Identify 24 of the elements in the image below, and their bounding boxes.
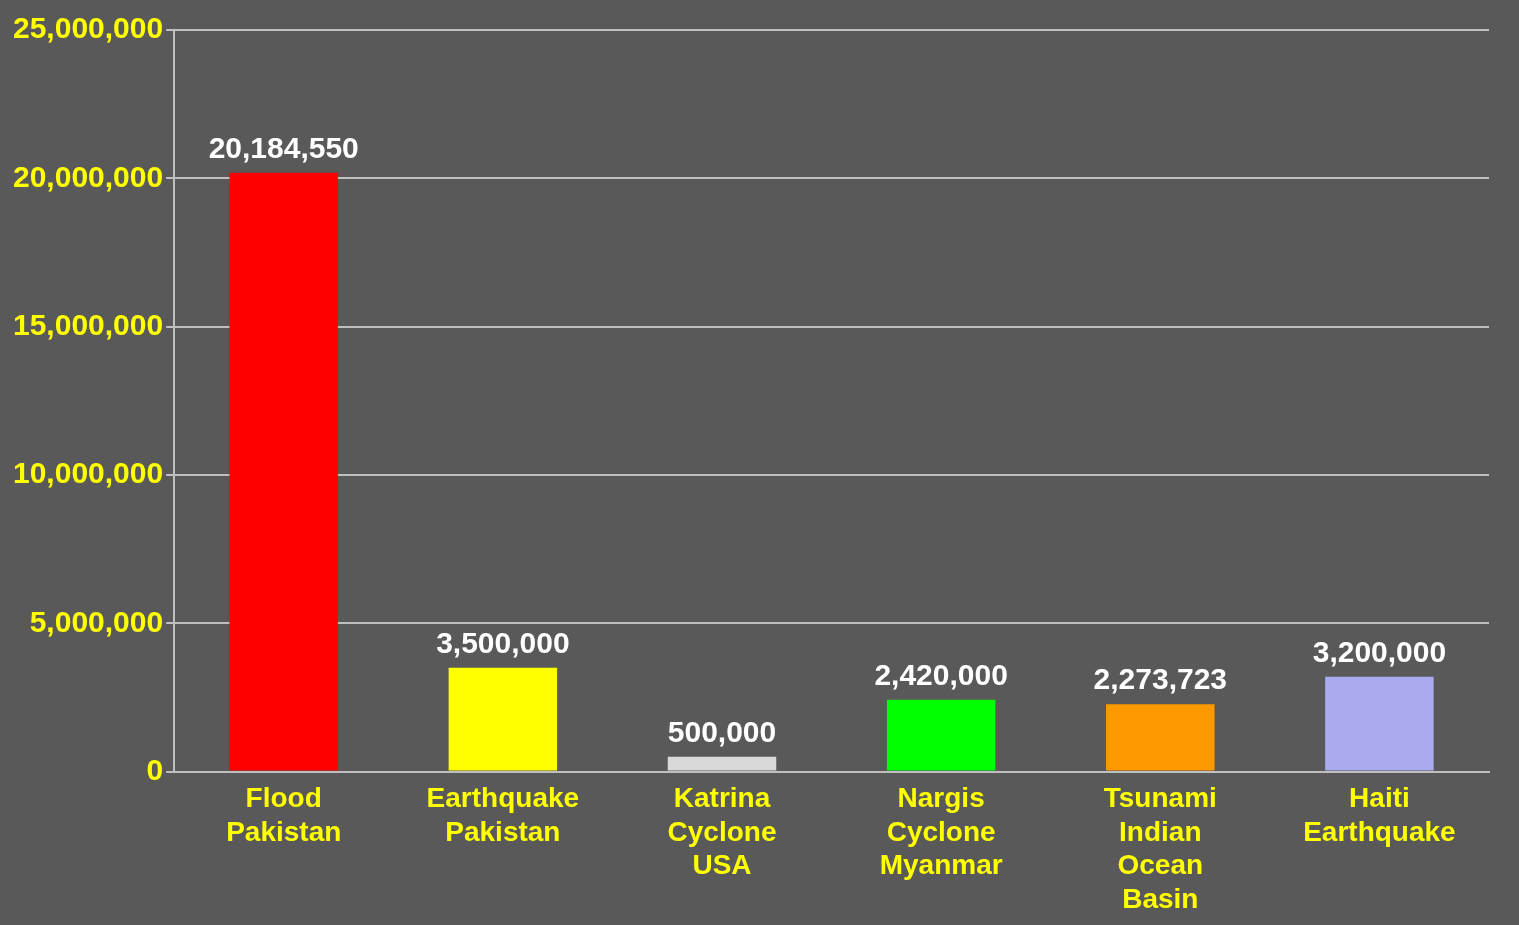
x-tick-label: Katrina Cyclone USA <box>667 782 777 881</box>
data-label: 500,000 <box>667 715 777 749</box>
x-tick-label: Tsunami Indian Ocean Basin <box>1103 782 1217 914</box>
bar <box>1106 704 1215 771</box>
x-tick-label: Earthquake Pakistan <box>426 782 580 847</box>
bar <box>448 667 558 771</box>
bar <box>1325 676 1434 771</box>
x-tick-label: Nargis Cyclone Myanmar <box>879 782 1003 881</box>
x-tick-label: Flood Pakistan <box>226 782 342 847</box>
data-label: 20,184,550 <box>208 131 359 165</box>
data-label: 2,273,723 <box>1093 662 1228 696</box>
bar <box>229 172 338 771</box>
data-label: 3,500,000 <box>436 626 570 660</box>
y-tick-label: 10,000,000 <box>12 456 164 490</box>
y-tick-label: 20,000,000 <box>12 159 164 193</box>
x-tick-label: Haiti Earthquake <box>1303 782 1456 847</box>
y-tick-label: 0 <box>146 752 164 786</box>
bar <box>886 699 996 771</box>
y-tick-label: 15,000,000 <box>12 307 164 341</box>
bar <box>667 756 777 771</box>
y-tick-label: 25,000,000 <box>12 11 164 45</box>
data-label: 3,200,000 <box>1312 634 1447 668</box>
y-tick-label: 5,000,000 <box>29 604 164 638</box>
data-label: 2,420,000 <box>874 658 1008 692</box>
